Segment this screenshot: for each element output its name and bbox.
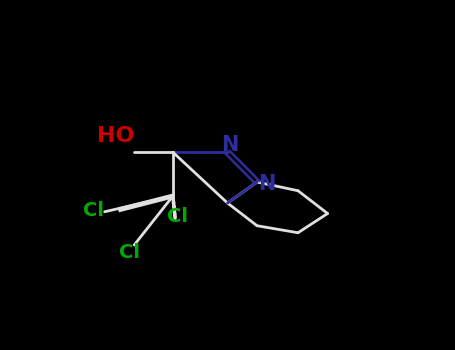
Text: Cl: Cl bbox=[167, 208, 188, 226]
Text: Cl: Cl bbox=[83, 201, 104, 219]
Text: Cl: Cl bbox=[119, 243, 140, 261]
Text: HO: HO bbox=[97, 126, 135, 147]
Text: N: N bbox=[221, 134, 238, 155]
Text: N: N bbox=[258, 174, 276, 194]
